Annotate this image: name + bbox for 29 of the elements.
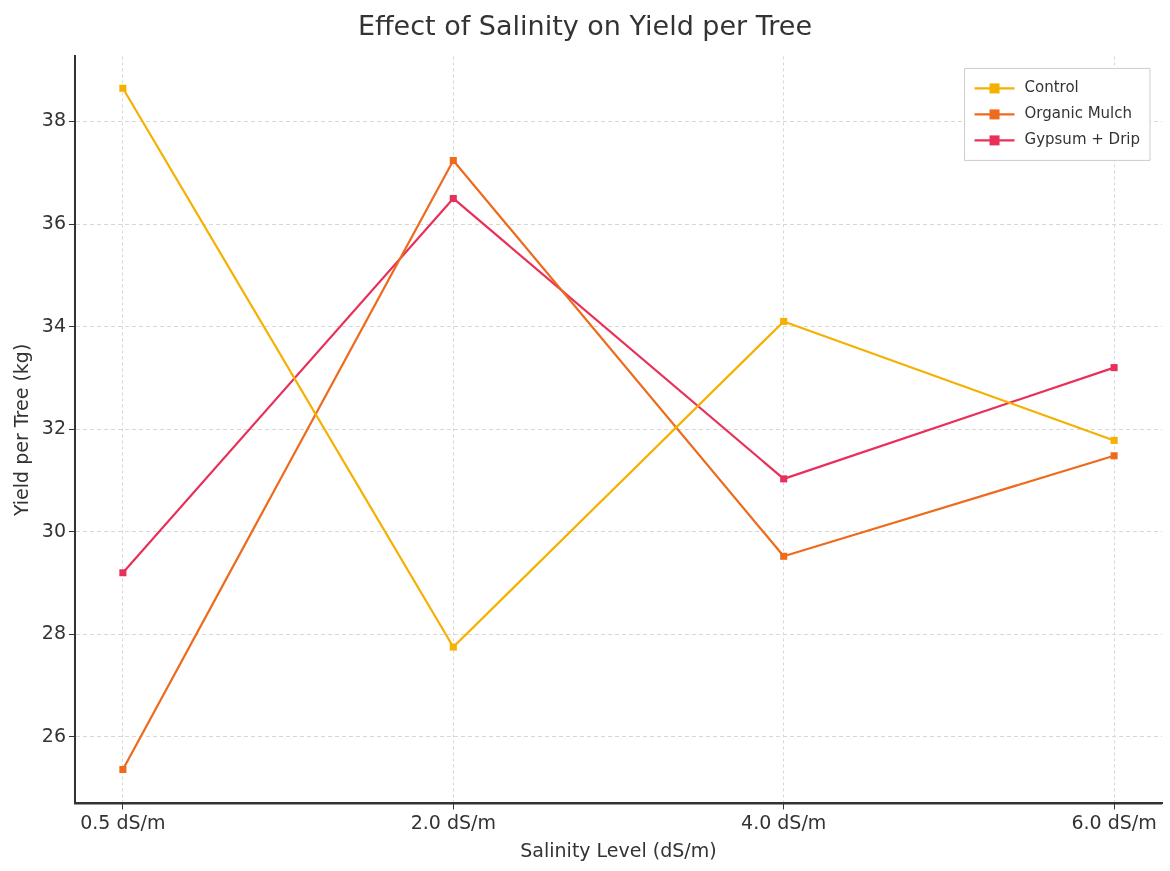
point — [449, 194, 457, 202]
point — [119, 569, 127, 577]
point — [119, 766, 127, 774]
y-tick-label: 34 — [41, 313, 66, 336]
y-tick-label: 32 — [41, 416, 66, 439]
y-tick-label: 38 — [41, 108, 66, 131]
y-tick-label: 28 — [41, 621, 66, 644]
point — [780, 317, 788, 325]
y-axis-title: Yield per Tree (kg) — [10, 343, 33, 518]
x-tick-label: 0.5 dS/m — [80, 810, 166, 833]
point — [449, 156, 457, 165]
y-tick-label: 26 — [41, 723, 66, 746]
legend-label: Control — [1024, 78, 1079, 97]
legend-label: Organic Mulch — [1024, 104, 1133, 123]
point — [1110, 364, 1118, 372]
legend-label: Gypsum + Drip — [1024, 130, 1140, 149]
point — [119, 84, 127, 92]
x-axis-title: Salinity Level (dS/m) — [520, 838, 717, 861]
x-tick-label: 6.0 dS/m — [1071, 810, 1157, 833]
y-tick-label: 30 — [41, 518, 66, 541]
point — [1110, 436, 1118, 444]
point — [780, 475, 788, 483]
x-tick-label: 4.0 dS/m — [741, 810, 827, 833]
point — [449, 643, 457, 651]
point — [1110, 452, 1118, 460]
point — [780, 552, 788, 560]
x-tick-label: 2.0 dS/m — [410, 810, 496, 833]
chart-title: Effect of Salinity on Yield per Tree — [357, 10, 813, 42]
y-tick-label: 36 — [41, 210, 66, 233]
